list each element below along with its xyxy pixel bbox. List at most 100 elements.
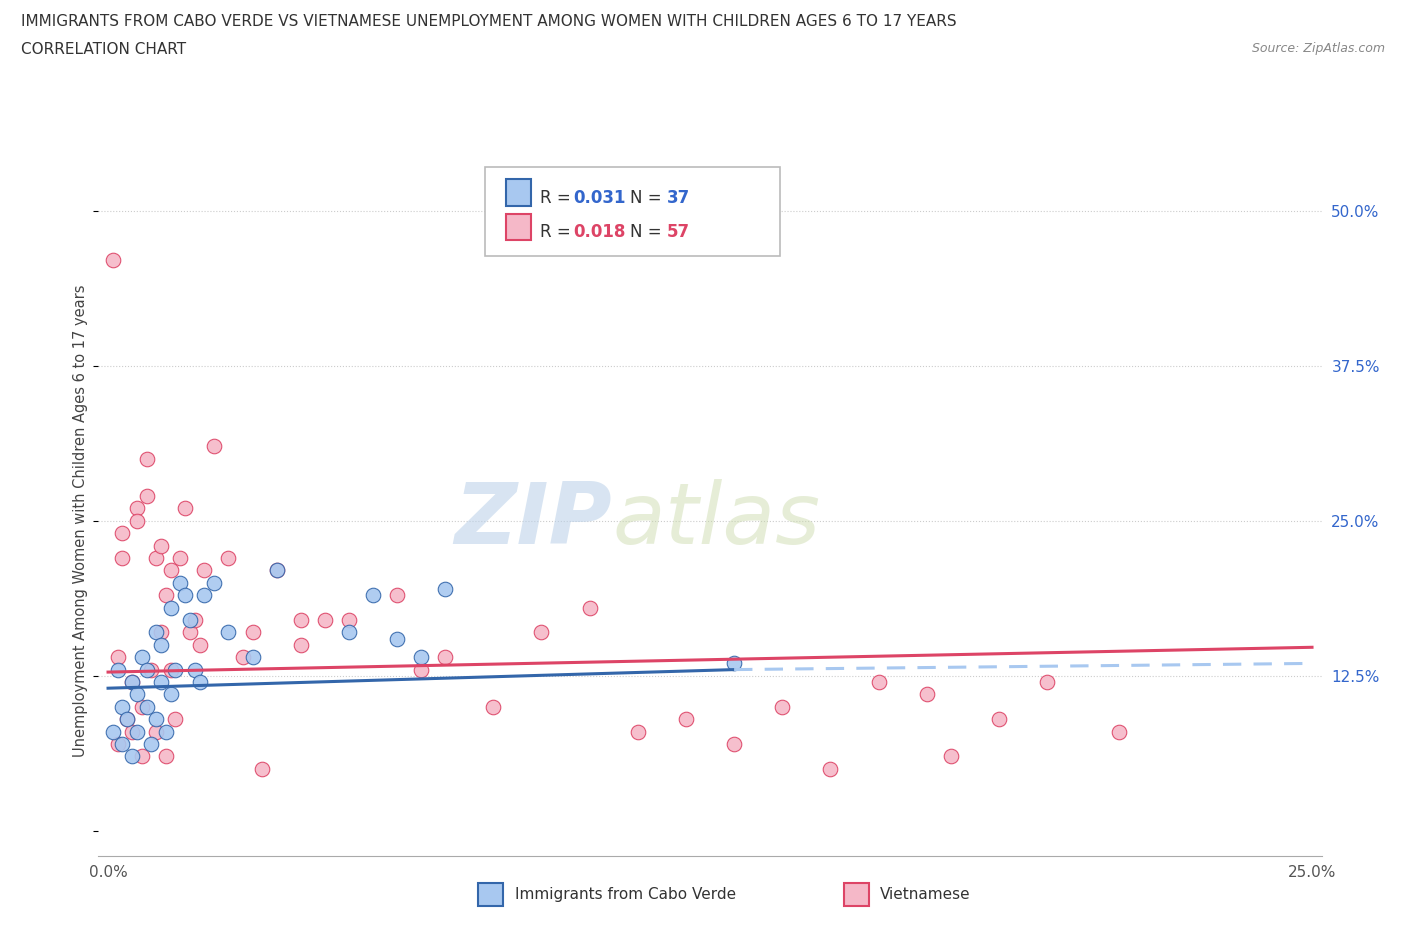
Point	[530, 625, 553, 640]
Point	[135, 662, 157, 677]
Point	[111, 737, 134, 751]
Point	[155, 588, 177, 603]
Point	[627, 724, 650, 739]
Point	[723, 737, 745, 751]
Point	[159, 600, 181, 615]
Point	[101, 724, 124, 739]
Text: IMMIGRANTS FROM CABO VERDE VS VIETNAMESE UNEMPLOYMENT AMONG WOMEN WITH CHILDREN : IMMIGRANTS FROM CABO VERDE VS VIETNAMESE…	[21, 14, 956, 29]
Point	[155, 749, 177, 764]
Point	[434, 650, 457, 665]
Point	[915, 687, 938, 702]
Point	[174, 588, 197, 603]
Point	[165, 711, 187, 726]
Point	[107, 662, 129, 677]
Point	[184, 613, 207, 628]
Point	[107, 650, 129, 665]
Point	[434, 581, 457, 596]
Point	[988, 711, 1011, 726]
Point	[188, 674, 211, 689]
Text: atlas: atlas	[612, 479, 820, 563]
Point	[1108, 724, 1130, 739]
Point	[155, 724, 177, 739]
Point	[193, 563, 215, 578]
Point	[232, 650, 254, 665]
Point	[131, 749, 153, 764]
Point	[141, 737, 163, 751]
Y-axis label: Unemployment Among Women with Children Ages 6 to 17 years: Unemployment Among Women with Children A…	[73, 285, 87, 757]
Point	[939, 749, 962, 764]
Point	[179, 625, 201, 640]
Point	[159, 563, 181, 578]
Text: Immigrants from Cabo Verde: Immigrants from Cabo Verde	[515, 887, 735, 902]
Point	[117, 711, 139, 726]
Point	[159, 687, 181, 702]
Point	[125, 724, 148, 739]
Point	[217, 625, 239, 640]
Point	[111, 525, 134, 540]
Text: 0.018: 0.018	[574, 223, 626, 241]
Point	[409, 650, 432, 665]
Text: N =: N =	[630, 223, 666, 241]
Point	[266, 563, 288, 578]
Point	[165, 662, 187, 677]
Point	[101, 253, 124, 268]
Point	[169, 551, 191, 565]
Point	[125, 513, 148, 528]
Point	[337, 613, 360, 628]
Point	[385, 588, 408, 603]
Point	[675, 711, 697, 726]
Point	[1036, 674, 1059, 689]
Point	[150, 538, 173, 553]
Point	[145, 551, 167, 565]
Point	[314, 613, 336, 628]
Point	[159, 662, 181, 677]
Point	[385, 631, 408, 646]
Point	[482, 699, 505, 714]
Text: ZIP: ZIP	[454, 479, 612, 563]
Point	[145, 625, 167, 640]
Point	[131, 650, 153, 665]
Point	[121, 724, 143, 739]
Point	[150, 625, 173, 640]
Point	[179, 613, 201, 628]
Point	[184, 662, 207, 677]
Point	[202, 576, 225, 591]
Point	[125, 687, 148, 702]
Point	[578, 600, 600, 615]
Point	[135, 451, 157, 466]
Point	[135, 699, 157, 714]
Point	[117, 711, 139, 726]
Point	[868, 674, 890, 689]
Point	[169, 576, 191, 591]
Point	[188, 637, 211, 652]
Point	[217, 551, 239, 565]
Point	[337, 625, 360, 640]
Point	[193, 588, 215, 603]
Text: 57: 57	[666, 223, 689, 241]
Point	[202, 439, 225, 454]
Point	[131, 699, 153, 714]
Point	[107, 737, 129, 751]
Point	[242, 650, 264, 665]
Point	[135, 488, 157, 503]
Point	[111, 699, 134, 714]
Text: Vietnamese: Vietnamese	[880, 887, 970, 902]
Point	[409, 662, 432, 677]
Point	[820, 762, 842, 777]
Point	[361, 588, 384, 603]
Point	[723, 656, 745, 671]
Text: 0.031: 0.031	[574, 189, 626, 206]
Point	[121, 749, 143, 764]
Point	[121, 674, 143, 689]
Point	[290, 613, 312, 628]
Text: R =: R =	[540, 223, 576, 241]
Point	[121, 674, 143, 689]
Text: CORRELATION CHART: CORRELATION CHART	[21, 42, 186, 57]
Point	[145, 711, 167, 726]
Point	[111, 551, 134, 565]
Point	[150, 674, 173, 689]
Text: Source: ZipAtlas.com: Source: ZipAtlas.com	[1251, 42, 1385, 55]
Point	[250, 762, 273, 777]
Point	[125, 501, 148, 516]
Text: N =: N =	[630, 189, 666, 206]
